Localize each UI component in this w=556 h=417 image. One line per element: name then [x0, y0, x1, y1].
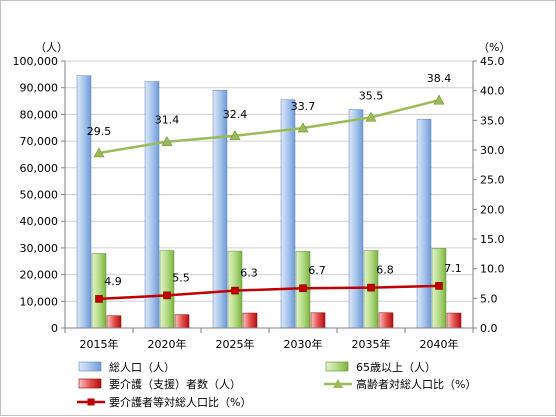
elderly-ratio-label: 38.4 — [427, 72, 452, 85]
bar-care-needed — [378, 312, 394, 329]
right-axis-tick-label: 40.0 — [480, 85, 505, 98]
bar-total-population — [348, 109, 364, 329]
x-axis-category-label: 2015年 — [80, 337, 119, 351]
elderly-ratio-line — [98, 98, 440, 155]
right-axis-tick-label: 20.0 — [480, 203, 505, 216]
care-ratio-marker — [435, 282, 443, 290]
right-axis-tick-label: 25.0 — [480, 174, 505, 187]
right-axis-tick-label: 0.0 — [480, 322, 498, 335]
gridlines — [65, 60, 473, 302]
x-axis-category-label: 2030年 — [284, 337, 323, 351]
care-ratio-label: 6.8 — [376, 264, 394, 277]
x-axis-category-label: 2025年 — [216, 337, 255, 351]
bar-age-65-plus — [91, 253, 107, 329]
legend-care-ratio: 要介護者等対総人口比（%） — [77, 395, 251, 409]
legend-label: 要介護（支援）者数（人） — [109, 377, 241, 391]
left-axis-tick-label: 40,000 — [20, 215, 59, 228]
bar-care-needed — [446, 312, 462, 329]
left-axis-tick-label: 90,000 — [20, 82, 59, 95]
care-ratio-marker — [367, 283, 375, 292]
legend-age-65-plus: 65歳以上（人） — [325, 361, 436, 374]
bar-care-needed — [242, 312, 258, 329]
elderly-ratio-marker — [93, 147, 105, 158]
care-ratio-label: 6.3 — [240, 267, 258, 280]
axes: 0 10,000 20,000 30,000 40,000 50,000 60,000 70,… — [13, 55, 505, 351]
line-series — [93, 94, 445, 303]
legend-label: 65歳以上（人） — [356, 361, 436, 374]
left-axis-tick-label: 30,000 — [20, 242, 59, 255]
bar-total-population — [76, 75, 92, 329]
x-axis-category-label: 2020年 — [148, 337, 187, 351]
right-axis-tick-label: 30.0 — [480, 144, 505, 157]
elderly-ratio-marker — [433, 94, 445, 105]
legend-swatch-marker — [333, 379, 343, 388]
legend: 総人口（人） 65歳以上（人） 要介護（支援）者数（人） 高齢者対総人口比（%） 要介護… — [77, 360, 476, 409]
care-ratio-label: 7.1 — [444, 262, 462, 275]
legend-label: 総人口（人） — [109, 360, 175, 374]
bar-total-population — [416, 118, 432, 329]
bar-age-65-plus — [159, 250, 175, 329]
elderly-ratio-marker — [161, 136, 173, 146]
elderly-ratio-label: 32.4 — [223, 108, 248, 121]
left-axis-tick-label: 80,000 — [20, 108, 59, 121]
left-axis-tick-label: 60,000 — [20, 162, 59, 175]
x-axis-category-label: 2040年 — [420, 337, 459, 351]
right-axis-tick-label: 10.0 — [480, 263, 505, 276]
right-axis-tick-label: 15.0 — [480, 233, 505, 246]
elderly-ratio-label: 29.5 — [87, 125, 112, 138]
right-axis-tick-label: 35.0 — [480, 114, 505, 127]
legend-swatch — [78, 361, 102, 372]
care-ratio-marker — [163, 291, 171, 300]
bar-total-population — [280, 99, 296, 329]
elderly-ratio-label: 31.4 — [155, 114, 180, 127]
left-axis-unit: （人） — [35, 41, 68, 54]
left-axis-tick-label: 10,000 — [20, 295, 59, 308]
left-axis-tick-label: 70,000 — [20, 135, 59, 148]
elderly-ratio-label: 35.5 — [359, 89, 384, 102]
elderly-ratio-marker — [297, 122, 309, 133]
bar-care-needed — [174, 314, 190, 329]
left-axis-tick-label: 50,000 — [20, 189, 59, 202]
elderly-ratio-marker — [365, 111, 377, 122]
legend-elderly-ratio: 高齢者対総人口比（%） — [324, 377, 476, 391]
care-ratio-marker — [95, 295, 103, 303]
care-ratio-label: 4.9 — [104, 275, 122, 288]
care-ratio-marker — [299, 284, 307, 293]
elderly-ratio-marker — [229, 130, 241, 141]
care-ratio-marker — [231, 286, 239, 295]
left-axis-tick-label: 20,000 — [20, 269, 59, 282]
left-axis-tick-label: 100,000 — [13, 55, 59, 68]
care-ratio-label: 5.5 — [172, 271, 190, 284]
right-axis-tick-label: 45.0 — [480, 55, 505, 68]
legend-swatch-marker — [87, 398, 95, 406]
bar-care-needed — [106, 315, 122, 329]
right-axis-unit: （%） — [478, 41, 510, 54]
care-ratio-line — [98, 284, 440, 301]
legend-care-needed: 要介護（支援）者数（人） — [78, 377, 241, 391]
legend-label: 要介護者等対総人口比（%） — [109, 395, 251, 409]
care-ratio-label: 6.7 — [308, 264, 326, 277]
legend-swatch — [325, 361, 349, 372]
legend-swatch — [78, 378, 102, 389]
bar-care-needed — [310, 312, 326, 329]
elderly-ratio-label: 33.7 — [291, 100, 316, 113]
data-labels: 29.5 31.4 32.4 33.7 35.5 38.4 4.9 5.5 6.3 6.7 6.8 7… — [87, 72, 462, 288]
legend-label: 高齢者対総人口比（%） — [356, 377, 476, 391]
left-axis-tick-label: 0 — [51, 322, 58, 335]
legend-total-population: 総人口（人） — [78, 360, 175, 374]
x-axis-category-label: 2035年 — [352, 337, 391, 351]
right-axis-tick-label: 5.0 — [480, 292, 498, 305]
